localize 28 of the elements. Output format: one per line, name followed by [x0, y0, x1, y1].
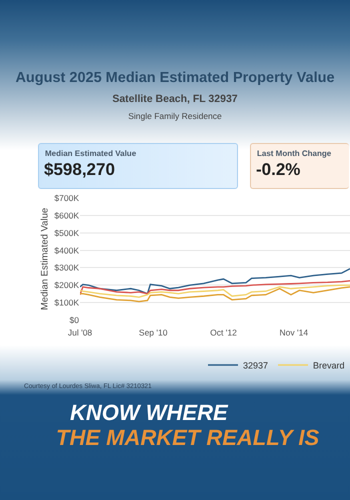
y-tick-label: $600K: [54, 210, 80, 220]
text: $598,270: [44, 160, 115, 180]
text: -0.2%: [256, 160, 300, 180]
text: KNOW WHERE: [70, 400, 228, 426]
x-tick-label: Sep '10: [138, 328, 168, 338]
y-tick-label: $700K: [54, 192, 80, 203]
line-series: [80, 284, 350, 298]
y-tick-label: $0: [70, 314, 80, 325]
y-tick-label: $400K: [54, 245, 80, 256]
chart-subtitle: Satellite Beach, FL 32937: [111, 93, 239, 105]
text: THE MARKET REALLY IS: [56, 425, 320, 451]
legend-label: 32937: [243, 360, 268, 371]
y-tick-label: $500K: [54, 228, 80, 238]
x-tick-label: Jul '08: [68, 328, 92, 338]
text: Single Family Residence: [127, 111, 223, 121]
line-series: [80, 280, 350, 296]
text: Last Month Change: [257, 149, 332, 158]
y-tick-label: $300K: [54, 262, 80, 273]
x-tick-label: Nov '14: [280, 328, 308, 338]
y-axis-title: Median Estimated Value: [40, 208, 51, 310]
y-tick-label: $100K: [54, 298, 80, 308]
line-series: [80, 268, 350, 294]
y-tick-label: $200K: [54, 280, 80, 290]
legend-label: Brevard: [313, 360, 345, 371]
text: Median Estimated Value: [45, 149, 136, 158]
x-tick-label: Oct '12: [210, 328, 238, 338]
chart-title: August 2025 Median Estimated Property Value: [14, 70, 336, 86]
line-series: [80, 286, 350, 302]
